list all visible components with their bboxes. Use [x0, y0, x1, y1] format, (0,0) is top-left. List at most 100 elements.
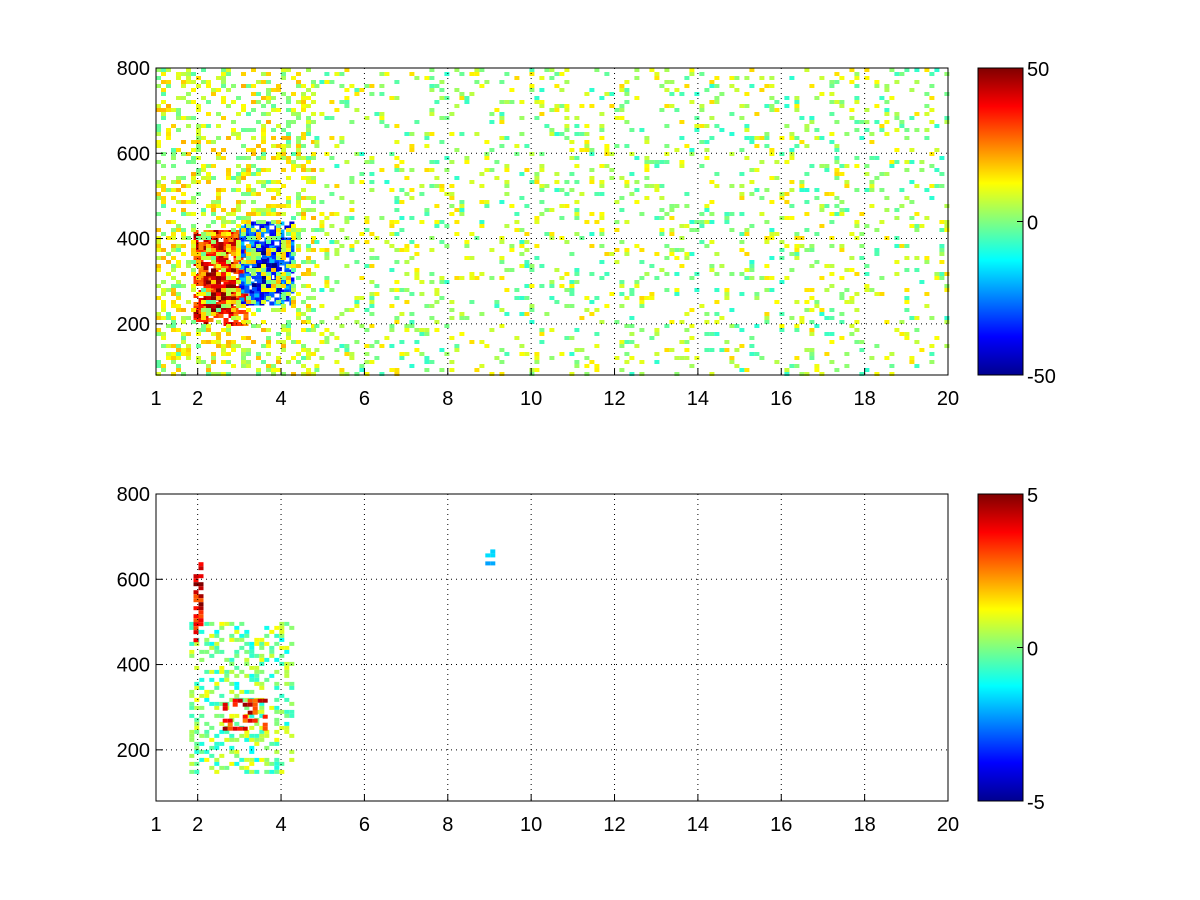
upper-heatmap-cell [223, 318, 229, 322]
upper-heatmap-cell [196, 136, 201, 140]
upper-heatmap-cell [286, 280, 291, 284]
upper-heatmap-cell [266, 280, 271, 284]
upper-heatmap-cell [201, 360, 206, 364]
upper-heatmap-cell [216, 296, 221, 300]
lower-heatmap-cell [232, 698, 238, 703]
upper-heatmap-cell [201, 300, 206, 304]
upper-heatmap-cell [274, 297, 280, 302]
upper-heatmap-cell [884, 100, 890, 104]
upper-heatmap-cell [276, 287, 282, 292]
upper-heatmap-cell [519, 264, 525, 268]
upper-heatmap-cell [919, 348, 925, 352]
upper-heatmap-cell [404, 176, 410, 180]
upper-heatmap-cell [271, 196, 276, 200]
upper-heatmap-cell [256, 368, 261, 372]
upper-heatmap-cell [339, 244, 345, 248]
upper-heatmap-cell [679, 164, 685, 168]
upper-heatmap-cell [534, 180, 540, 184]
upper-heatmap-cell [934, 148, 940, 152]
upper-heatmap-cell [624, 340, 630, 344]
upper-heatmap-cell [311, 296, 316, 300]
upper-heatmap-cell [929, 184, 935, 188]
upper-heatmap-cell [379, 92, 385, 96]
upper-heatmap-cell [286, 328, 291, 332]
upper-heatmap-cell [659, 184, 665, 188]
upper-heatmap-cell [694, 228, 700, 232]
upper-heatmap-cell [549, 76, 555, 80]
upper-heatmap-cell [929, 344, 935, 348]
upper-heatmap-cell [241, 144, 246, 148]
upper-heatmap-cell [216, 308, 221, 312]
upper-heatmap-cell [564, 180, 570, 184]
upper-heatmap-cell [499, 360, 505, 364]
upper-heatmap-cell [161, 200, 166, 204]
upper-heatmap-cell [629, 356, 635, 360]
upper-heatmap-cell [394, 368, 400, 372]
upper-heatmap-cell [226, 220, 231, 224]
upper-heatmap-cell [394, 164, 400, 168]
upper-heatmap-cell [276, 308, 281, 312]
upper-heatmap-cell [934, 124, 940, 128]
upper-heatmap-cell [794, 356, 800, 360]
upper-heatmap-cell [344, 104, 350, 108]
upper-heatmap-cell [301, 320, 306, 324]
upper-heatmap-cell [929, 84, 935, 88]
upper-heatmap-cell [564, 128, 570, 132]
lower-heatmap-cell [244, 765, 250, 770]
lower-x-tick-label: 10 [520, 814, 542, 836]
upper-heatmap-cell [799, 244, 805, 248]
upper-heatmap-cell [216, 276, 221, 281]
upper-heatmap-cell [904, 136, 910, 140]
upper-heatmap-cell [249, 289, 255, 294]
upper-heatmap-cell [201, 256, 206, 260]
upper-heatmap-cell [334, 348, 340, 352]
upper-heatmap-cell [286, 272, 291, 276]
upper-heatmap-cell [281, 324, 286, 328]
upper-heatmap-cell [156, 256, 161, 260]
upper-x-tick-label: 8 [442, 388, 453, 410]
upper-heatmap-cell [369, 280, 375, 284]
upper-heatmap-cell [519, 132, 525, 136]
upper-heatmap-cell [394, 220, 400, 224]
upper-heatmap-cell [379, 216, 385, 220]
upper-heatmap-cell [176, 148, 181, 152]
upper-heatmap-cell [809, 164, 815, 168]
upper-heatmap-cell [809, 120, 815, 124]
upper-heatmap-cell [704, 244, 710, 248]
upper-heatmap-cell [879, 220, 885, 224]
upper-heatmap-cell [241, 192, 246, 196]
upper-heatmap-cell [196, 252, 201, 256]
upper-heatmap-cell [899, 204, 905, 208]
upper-heatmap-cell [186, 100, 191, 104]
upper-heatmap-cell [369, 300, 375, 304]
upper-heatmap-cell [684, 192, 690, 196]
upper-heatmap-cell [499, 200, 505, 204]
upper-heatmap-cell [186, 300, 191, 304]
lower-heatmap-cell [232, 726, 238, 731]
upper-heatmap-cell [639, 248, 645, 252]
upper-heatmap-cell [574, 280, 580, 284]
upper-heatmap-cell [314, 368, 320, 372]
upper-heatmap-cell [914, 128, 920, 132]
upper-heatmap-cell [296, 100, 301, 104]
lower-heatmap-cell [284, 725, 290, 730]
upper-heatmap-cell [619, 284, 625, 288]
upper-heatmap-cell [324, 248, 330, 252]
upper-heatmap-cell [794, 328, 800, 332]
upper-heatmap-cell [654, 328, 660, 332]
upper-heatmap-cell [261, 212, 266, 216]
upper-heatmap-cell [889, 68, 895, 72]
upper-heatmap-cell [509, 248, 515, 252]
upper-heatmap-cell [379, 372, 385, 376]
upper-heatmap-cell [289, 249, 295, 254]
upper-heatmap-cell [599, 232, 605, 236]
upper-heatmap-cell [246, 352, 251, 356]
upper-heatmap-cell [254, 293, 260, 298]
upper-heatmap-cell [589, 152, 595, 156]
upper-heatmap-cell [799, 236, 805, 240]
upper-heatmap-cell [236, 112, 241, 116]
upper-heatmap-cell [709, 136, 715, 140]
upper-heatmap-cell [286, 320, 291, 324]
upper-heatmap-cell [244, 229, 250, 234]
upper-heatmap-cell [156, 316, 161, 320]
